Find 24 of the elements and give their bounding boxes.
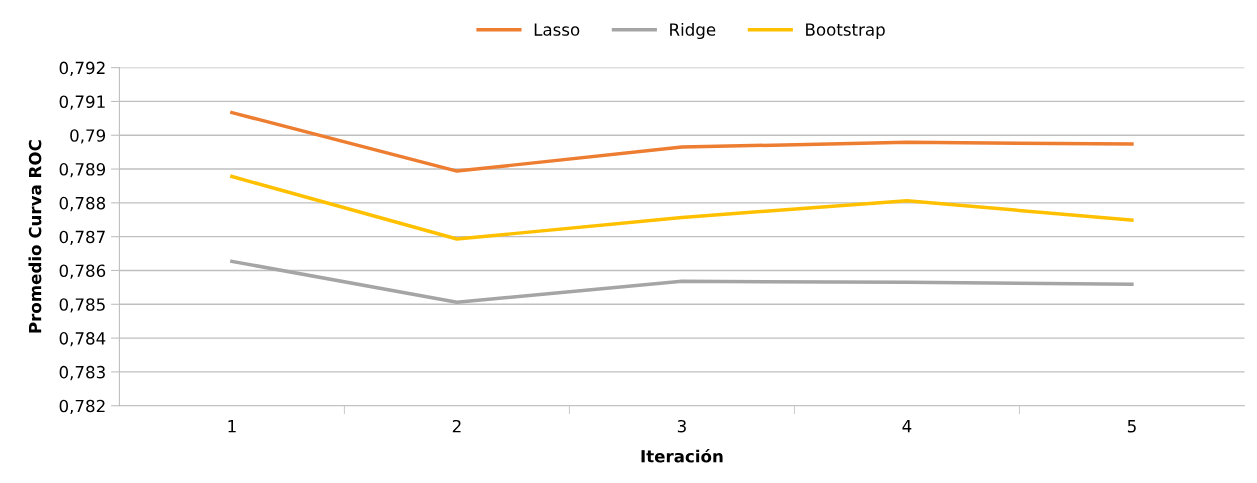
x-tick-label: 4 xyxy=(902,420,912,433)
y-tick-label: 0,782 xyxy=(59,399,105,414)
y-tick-label: 0,789 xyxy=(59,163,106,178)
line-series xyxy=(230,110,1134,173)
y-tick-label: 0,784 xyxy=(59,332,106,347)
y-tick-label: 0,791 xyxy=(59,95,105,110)
x-tick-label: 3 xyxy=(677,419,686,433)
x-tick-label: 2 xyxy=(452,419,461,433)
y-tick-label: 0,79 xyxy=(70,129,106,144)
line-series xyxy=(230,174,1134,241)
legend-label: Lasso xyxy=(534,23,580,36)
line-series xyxy=(230,259,1134,304)
legend-label: Ridge xyxy=(670,22,716,40)
y-tick-label: 0,786 xyxy=(59,264,106,279)
x-axis-title: Iteración xyxy=(641,448,723,463)
y-tick-label: 0,785 xyxy=(59,298,105,313)
y-tick-label: 0,787 xyxy=(59,230,105,245)
y-tick-label: 0,783 xyxy=(59,365,105,381)
y-tick-label: 0,792 xyxy=(59,61,105,76)
x-tick-label: 1 xyxy=(228,420,236,433)
y-axis-title: Promedio Curva ROC xyxy=(28,140,42,333)
legend-label: Bootstrap xyxy=(806,23,885,40)
y-tick-label: 0,788 xyxy=(59,196,106,212)
x-tick-label: 5 xyxy=(1127,420,1136,433)
